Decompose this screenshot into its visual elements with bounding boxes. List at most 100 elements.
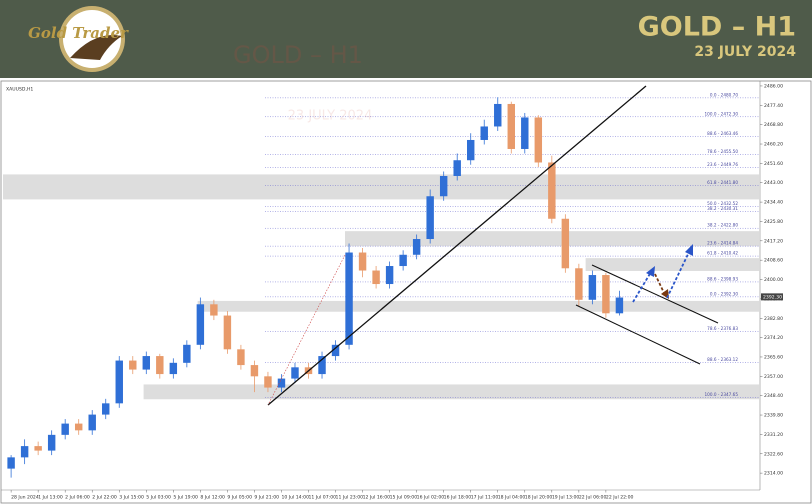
candle-body bbox=[439, 175, 448, 197]
fib-label: 78.6 - 2376.83 bbox=[707, 326, 738, 331]
candle-body bbox=[345, 252, 353, 345]
y-tick-label: 2339.80 bbox=[764, 413, 783, 419]
fib-label: 61.8 - 2441.80 bbox=[707, 180, 738, 185]
candle-body bbox=[358, 252, 367, 271]
x-tick-label: 9 Jul 21:00 bbox=[254, 495, 279, 501]
y-tick-label: 2460.20 bbox=[764, 142, 783, 148]
header-title: GOLD – H1 bbox=[638, 12, 796, 43]
fib-label: 88.6 - 2463.46 bbox=[707, 131, 738, 136]
x-tick-label: 19 Jul 13:00 bbox=[552, 495, 580, 501]
y-tick-label: 2451.60 bbox=[764, 161, 783, 167]
logo-text: Gold Trader bbox=[28, 24, 129, 42]
candle-body bbox=[169, 362, 178, 375]
fib-label: 23.6 - 2449.76 bbox=[707, 162, 738, 167]
candle-body bbox=[480, 126, 488, 140]
watermark-date: 23 JULY 2024 bbox=[288, 109, 373, 124]
y-tick-label: 2408.60 bbox=[764, 258, 783, 264]
y-tick-label: 2314.00 bbox=[764, 471, 783, 477]
x-tick-label: 8 Jul 12:00 bbox=[200, 495, 225, 501]
candle-body bbox=[453, 160, 461, 176]
x-tick-label: 2 Jul 06:00 bbox=[65, 495, 90, 501]
y-tick-label: 2400.00 bbox=[764, 277, 783, 283]
watermark-title: GOLD – H1 bbox=[233, 41, 363, 69]
arrow-head bbox=[646, 266, 655, 277]
fib-label: 88.6 - 2363.12 bbox=[707, 357, 738, 362]
candle-body bbox=[561, 218, 570, 269]
candle-body bbox=[602, 275, 610, 314]
x-tick-label: 5 Jul 19:00 bbox=[173, 495, 198, 501]
candle-body bbox=[210, 304, 218, 316]
candle-body bbox=[156, 356, 164, 375]
fib-diagonal bbox=[267, 254, 346, 406]
fib-label: 78.6 - 2455.50 bbox=[707, 149, 738, 154]
x-tick-label: 9 Jul 05:00 bbox=[227, 495, 252, 501]
candle-body bbox=[196, 304, 205, 345]
candle-body bbox=[399, 254, 407, 267]
candle-body bbox=[115, 360, 123, 404]
candle-body bbox=[129, 360, 137, 370]
current-price-box bbox=[761, 293, 783, 301]
zone bbox=[3, 174, 760, 200]
candle-body bbox=[142, 356, 151, 370]
y-tick-label: 2322.60 bbox=[764, 451, 783, 457]
y-tick-label: 2425.80 bbox=[764, 219, 783, 225]
candle-body bbox=[34, 446, 42, 451]
x-tick-label: 3 Jul 15:00 bbox=[119, 495, 144, 501]
zone bbox=[197, 300, 760, 312]
candle-body bbox=[494, 103, 502, 127]
zone bbox=[585, 258, 760, 271]
candle-body bbox=[250, 365, 259, 377]
fib-label: 50.0 - 2432.52 bbox=[707, 201, 738, 206]
header-date: 23 JULY 2024 bbox=[694, 44, 796, 60]
y-tick-label: 2468.80 bbox=[764, 122, 783, 128]
candle-body bbox=[615, 297, 624, 314]
candle-body bbox=[61, 423, 69, 435]
candle-body bbox=[521, 117, 529, 149]
fib-label: 88.6 - 2398.93 bbox=[707, 276, 738, 281]
candle-body bbox=[277, 378, 286, 388]
trend-line bbox=[267, 85, 647, 406]
y-tick-label: 2486.00 bbox=[764, 83, 783, 89]
candle-body bbox=[507, 103, 515, 149]
candle-body bbox=[548, 162, 556, 219]
x-tick-label: 16 Jul 02:00 bbox=[417, 495, 445, 501]
y-tick-label: 2374.20 bbox=[764, 335, 783, 341]
candle-body bbox=[588, 275, 597, 300]
y-tick-label: 2434.40 bbox=[764, 200, 783, 206]
y-tick-label: 2357.00 bbox=[764, 374, 783, 380]
fib-levels: 0.0 - 2480.70 100.0 - 2472.30 88.6 - 2463.… bbox=[265, 92, 760, 398]
chart-frame bbox=[0, 80, 812, 504]
x-tick-label: 17 Jul 11:00 bbox=[471, 495, 499, 501]
fib-label: 38.2 - 2422.80 bbox=[707, 223, 738, 228]
axes: 2486.00 2477.40 2468.80 2460.20 2451.60 2443.… bbox=[10, 83, 783, 501]
candle-body bbox=[575, 268, 583, 300]
candle-body bbox=[237, 349, 245, 366]
channel-top bbox=[591, 264, 719, 324]
fib-label: 100.0 - 2347.65 bbox=[705, 392, 739, 397]
candle-body bbox=[372, 270, 380, 285]
candle-body bbox=[318, 356, 326, 375]
fib-label: 61.8 - 2410.42 bbox=[707, 251, 738, 256]
candle-body bbox=[20, 446, 29, 458]
candle-body bbox=[47, 434, 56, 451]
candle-body bbox=[426, 196, 434, 240]
x-tick-label: 1 Jul 13:00 bbox=[38, 495, 63, 501]
candle-body bbox=[412, 239, 421, 255]
arrow-down bbox=[654, 273, 666, 296]
logo-bull bbox=[70, 34, 122, 60]
y-tick-label: 2365.60 bbox=[764, 354, 783, 360]
x-tick-label: 12 Jul 16:00 bbox=[363, 495, 391, 501]
x-tick-label: 2 Jul 22:00 bbox=[92, 495, 117, 501]
candles bbox=[7, 97, 624, 478]
candle-body bbox=[7, 457, 15, 469]
arrow-up-long bbox=[666, 249, 691, 299]
candle-body bbox=[74, 423, 83, 431]
fib-label: 0.0 - 2392.30 bbox=[710, 291, 738, 296]
y-tick-label: 2348.40 bbox=[764, 393, 783, 399]
fib-label: 0.0 - 2480.70 bbox=[710, 92, 738, 97]
candle-body bbox=[291, 367, 299, 379]
candle-body bbox=[183, 344, 191, 363]
y-tick-label: 2331.20 bbox=[764, 432, 783, 438]
arrow-up-short bbox=[632, 271, 652, 303]
